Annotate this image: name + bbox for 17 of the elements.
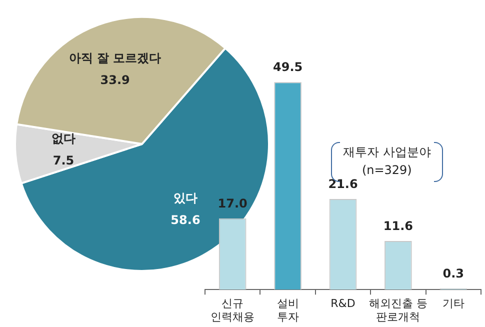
- slice-label: 없다: [52, 131, 76, 146]
- data-label: 17.0: [218, 196, 248, 210]
- x-tick-label: 설비 투자: [276, 297, 299, 324]
- x-tick-label: 기타: [442, 297, 464, 310]
- data-label: 33.9: [100, 73, 130, 88]
- data-label: 21.6: [328, 177, 358, 192]
- x-tick-label: 신규 인력채용: [210, 297, 255, 324]
- data-label: 58.6: [170, 212, 200, 227]
- x-tick-label: 해외진출 등 판로개척: [368, 297, 428, 324]
- x-tick-label: R&D: [330, 297, 356, 310]
- data-label: 11.6: [383, 219, 414, 234]
- data-label: 7.5: [52, 153, 74, 168]
- annotation: 재투자 사업분야 (n=329): [343, 145, 431, 177]
- slice-label: 있다: [173, 190, 198, 205]
- slice-label: 아직 잘 모르겠다: [68, 51, 162, 66]
- data-label: 0.3: [442, 266, 464, 280]
- data-label: 49.5: [272, 60, 303, 74]
